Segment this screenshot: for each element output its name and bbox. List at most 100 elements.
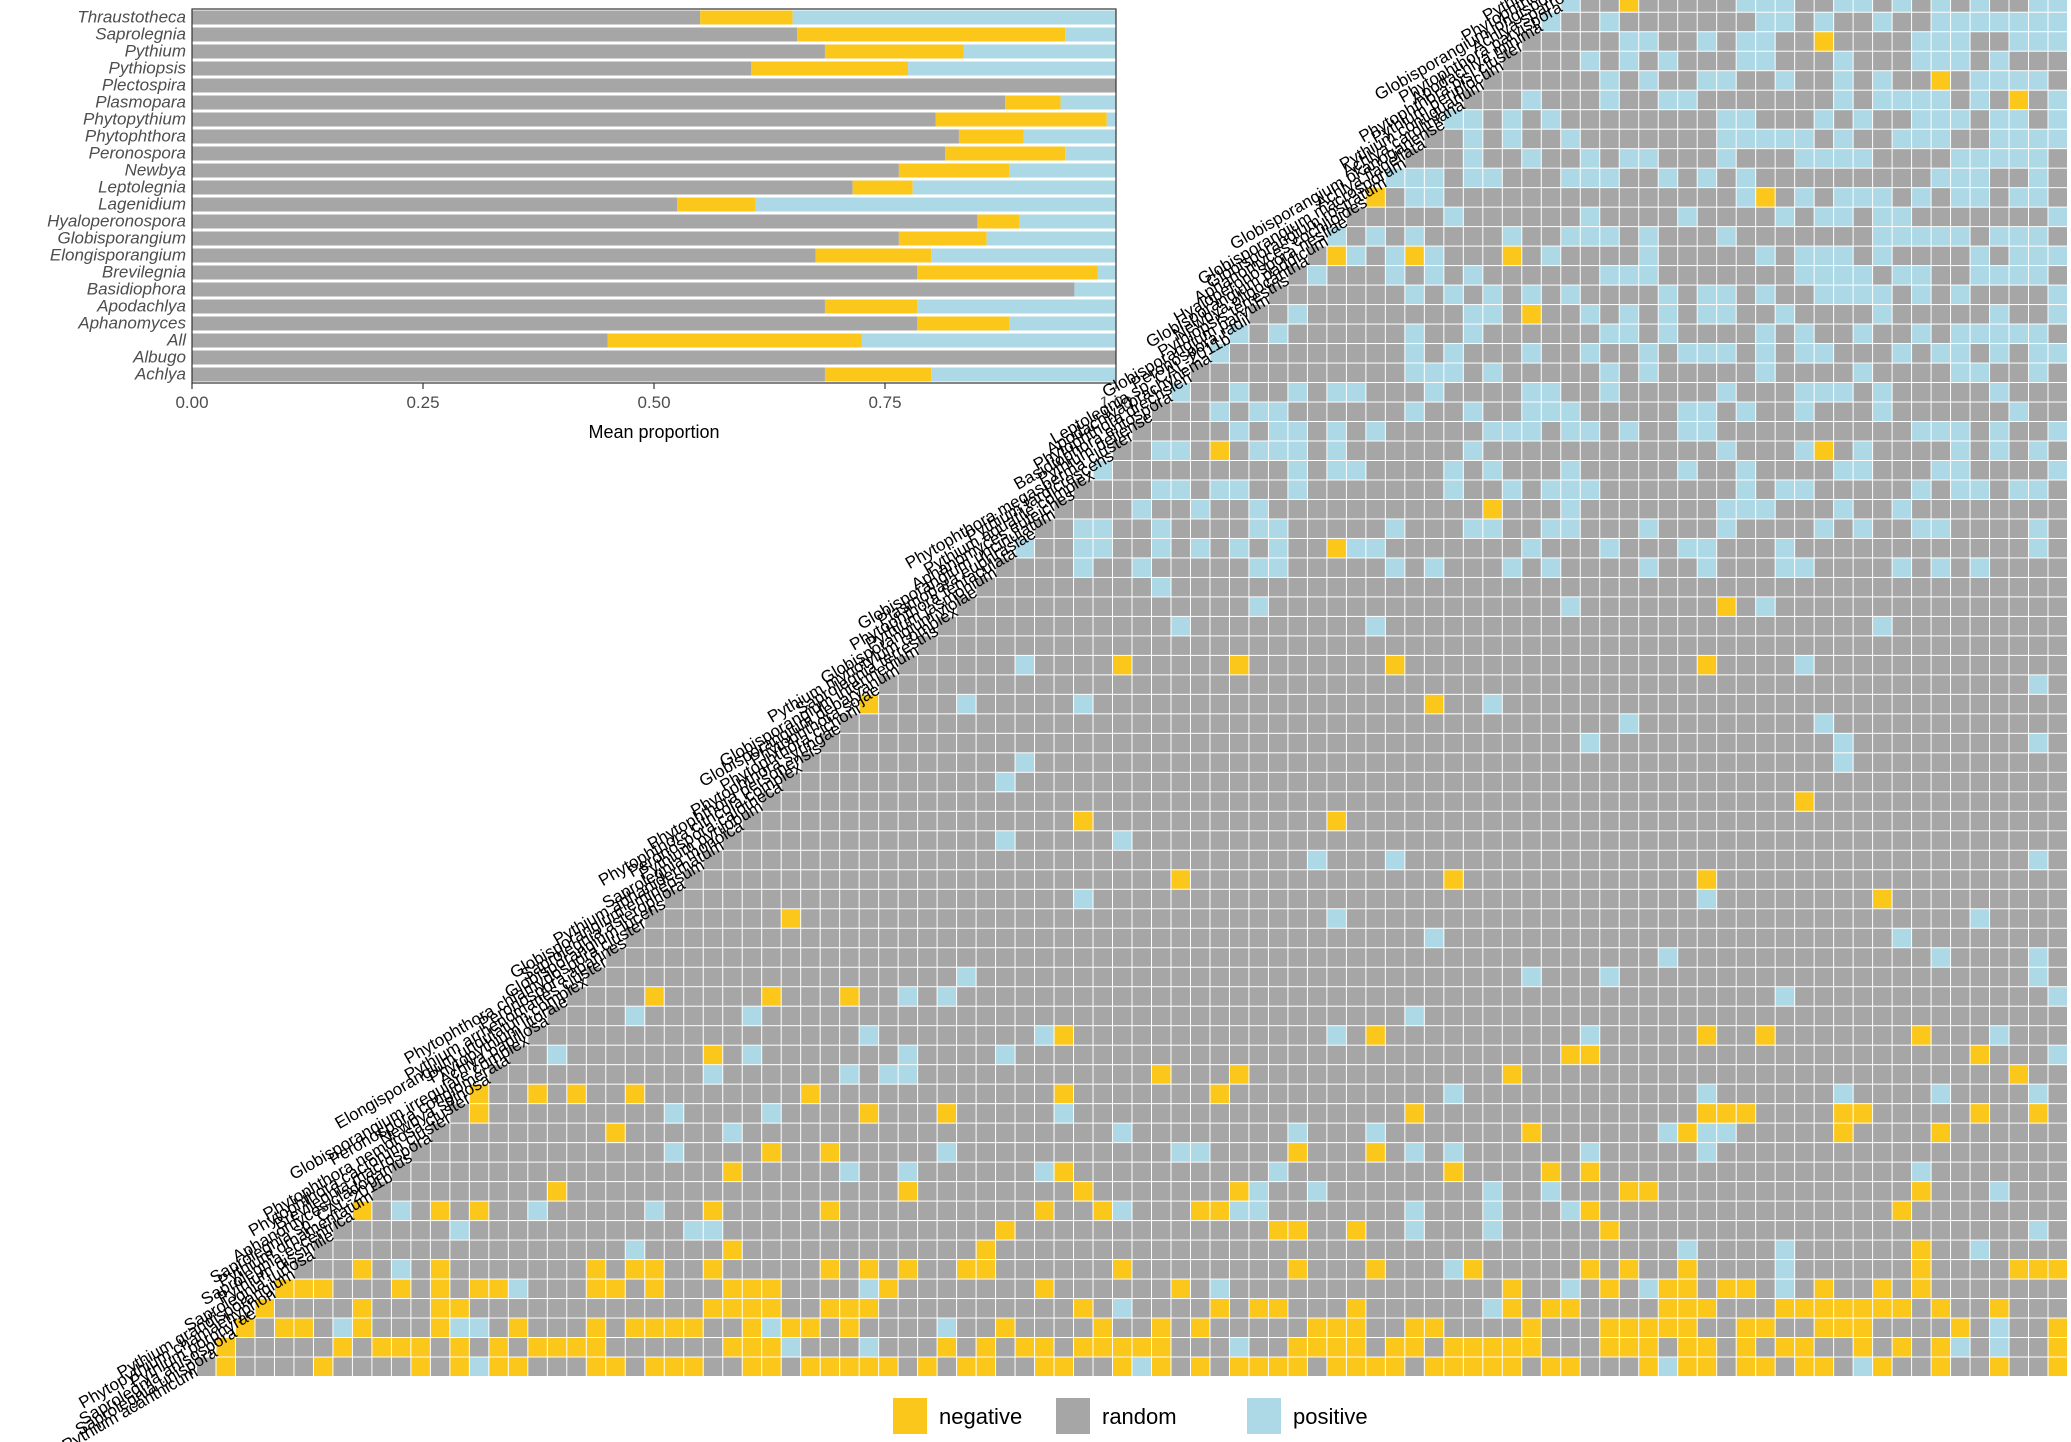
heatmap-cell (1931, 1162, 1951, 1182)
heatmap-cell (1775, 1279, 1795, 1299)
heatmap-cell (1873, 90, 1892, 110)
heatmap-cell (1463, 753, 1483, 772)
heatmap-cell (1775, 1123, 1795, 1143)
heatmap-cell (1756, 967, 1775, 987)
category-label: Pythiopsis (109, 59, 187, 78)
heatmap-cell (625, 1182, 645, 1201)
bar-segment-random (192, 112, 936, 127)
heatmap-cell (703, 850, 723, 870)
bar-segment-positive (1060, 95, 1116, 110)
heatmap-cell (1834, 909, 1853, 928)
heatmap-cell (2048, 577, 2067, 597)
heatmap-cell (1853, 499, 1873, 519)
heatmap-cell (1327, 1045, 1346, 1065)
x-tick-label: 0.75 (868, 393, 901, 412)
heatmap-cell (820, 987, 840, 1006)
heatmap-cell (1834, 1162, 1853, 1182)
heatmap-cell (547, 1006, 567, 1026)
heatmap-cell (879, 1279, 898, 1299)
heatmap-cell (1249, 655, 1268, 675)
heatmap-cell (1502, 188, 1522, 207)
heatmap-cell (1327, 1299, 1346, 1318)
heatmap-cell (1990, 383, 2009, 402)
heatmap-cell (1834, 1143, 1853, 1162)
heatmap-cell (1834, 441, 1853, 460)
heatmap-cell (1522, 1026, 1541, 1045)
heatmap-cell (1502, 1006, 1522, 1026)
heatmap-cell (645, 1201, 664, 1221)
heatmap-cell (1190, 655, 1210, 675)
heatmap-cell (1912, 246, 1931, 266)
heatmap-cell (1678, 694, 1697, 714)
heatmap-cell (1015, 1182, 1035, 1201)
heatmap-cell (2009, 987, 2029, 1006)
heatmap-cell (1463, 305, 1483, 324)
heatmap-cell (1113, 870, 1132, 889)
heatmap-cell (1736, 0, 1756, 12)
heatmap-cell (645, 1221, 664, 1240)
heatmap-cell (1054, 616, 1074, 636)
heatmap-cell (489, 1318, 508, 1338)
heatmap-cell (1210, 948, 1229, 967)
heatmap-cell (1522, 266, 1541, 285)
heatmap-cell (567, 1104, 586, 1123)
heatmap-cell (879, 1143, 898, 1162)
heatmap-cell (976, 1104, 996, 1123)
heatmap-cell (1892, 1182, 1912, 1201)
heatmap-cell (2048, 1162, 2067, 1182)
heatmap-cell (1600, 558, 1619, 577)
heatmap-cell (1307, 831, 1327, 850)
heatmap-cell (469, 1260, 489, 1279)
heatmap-cell (801, 1065, 820, 1084)
heatmap-cell (1366, 1260, 1385, 1279)
heatmap-cell (840, 948, 859, 967)
heatmap-cell (1970, 188, 1990, 207)
heatmap-cell (1483, 675, 1502, 694)
heatmap-cell (820, 1182, 840, 1201)
heatmap-cell (1970, 519, 1990, 538)
heatmap-cell (1717, 1240, 1736, 1260)
heatmap-cell (2029, 753, 2048, 772)
heatmap-cell (1795, 149, 1814, 168)
heatmap-cell (1658, 792, 1678, 811)
heatmap-cell (1775, 149, 1795, 168)
heatmap-cell (1444, 149, 1463, 168)
heatmap-cell (1658, 90, 1678, 110)
heatmap-cell (859, 889, 879, 909)
heatmap-cell (723, 1123, 742, 1143)
heatmap-cell (1736, 499, 1756, 519)
heatmap-cell (1366, 1084, 1385, 1104)
heatmap-cell (1327, 1162, 1346, 1182)
heatmap-cell (1074, 1162, 1093, 1182)
heatmap-cell (1639, 1143, 1658, 1162)
heatmap-cell (1756, 811, 1775, 831)
heatmap-cell (1697, 558, 1717, 577)
heatmap-cell (1444, 480, 1463, 499)
heatmap-cell (547, 1045, 567, 1065)
heatmap-cell (1600, 324, 1619, 344)
heatmap-cell (1990, 1318, 2009, 1338)
heatmap-cell (1307, 422, 1327, 441)
heatmap-cell (1814, 1299, 1834, 1318)
heatmap-cell (1113, 519, 1132, 538)
heatmap-cell (1210, 928, 1229, 948)
heatmap-cell (528, 1299, 547, 1318)
heatmap-cell (1093, 1143, 1113, 1162)
heatmap-cell (898, 1221, 918, 1240)
heatmap-cell (606, 1338, 625, 1357)
heatmap-cell (1502, 558, 1522, 577)
heatmap-cell (1619, 811, 1639, 831)
heatmap-cell (1132, 948, 1151, 967)
heatmap-cell (1814, 753, 1834, 772)
heatmap-cell (2029, 655, 2048, 675)
heatmap-cell (1093, 499, 1113, 519)
heatmap-cell (1678, 402, 1697, 422)
heatmap-cell (1502, 577, 1522, 597)
heatmap-cell (1873, 480, 1892, 499)
heatmap-cell (1619, 1143, 1639, 1162)
heatmap-cell (742, 948, 762, 967)
heatmap-cell (1113, 616, 1132, 636)
heatmap-cell (1756, 246, 1775, 266)
heatmap-cell (1385, 266, 1405, 285)
heatmap-cell (1307, 1357, 1327, 1376)
